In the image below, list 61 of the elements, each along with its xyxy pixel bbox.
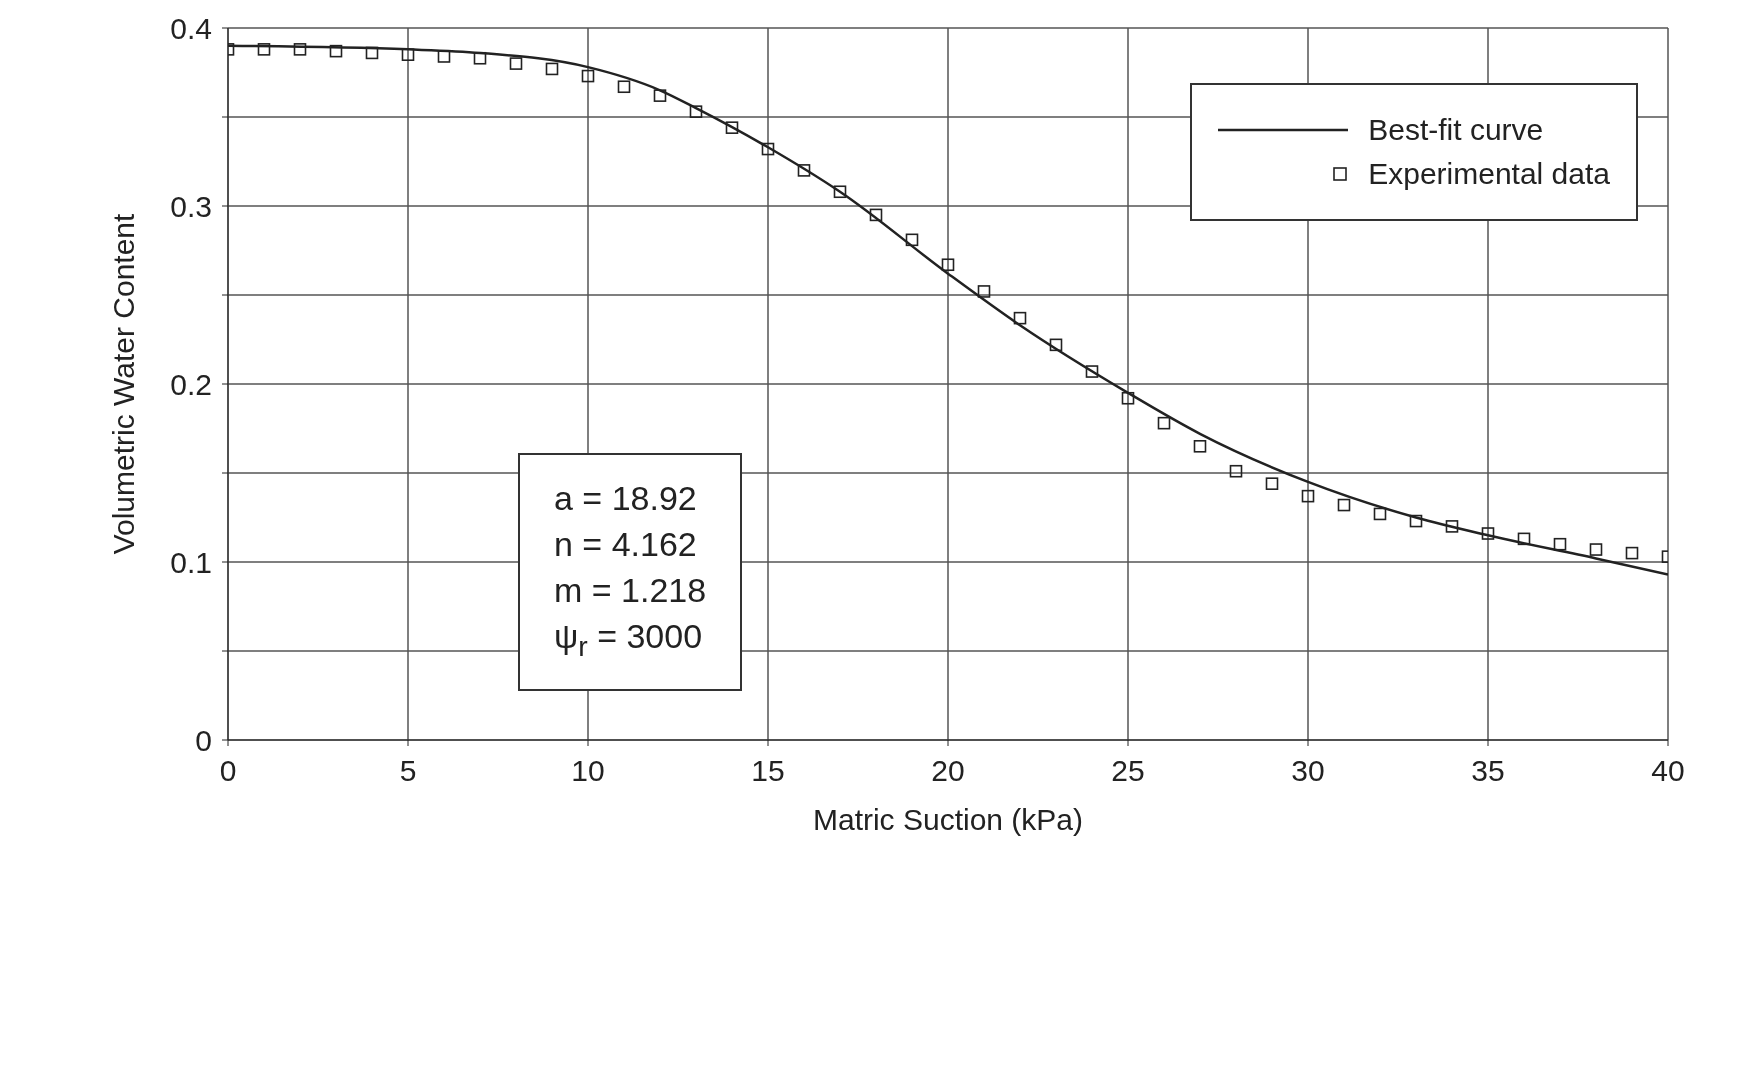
point (1229, 464, 1243, 478)
y-tick-label: 0 (195, 723, 212, 757)
annotation: m = 1.218 (554, 570, 707, 611)
point (365, 46, 379, 60)
point (977, 285, 991, 298)
point (1373, 507, 1387, 521)
x-tick-label: 25 (1111, 754, 1145, 788)
point (545, 62, 559, 76)
point (1121, 391, 1135, 405)
point (833, 185, 847, 199)
point (581, 69, 595, 83)
point (725, 121, 739, 134)
point (1337, 498, 1351, 512)
x-tick-label: 35 (1471, 754, 1505, 788)
legend-label: Experimental data (1368, 157, 1610, 191)
x-tick-label: 20 (931, 754, 965, 788)
y-tick-label: 0.2 (170, 367, 212, 401)
point (1553, 537, 1567, 551)
annotation: n = 4.162 (554, 524, 698, 565)
point (1157, 416, 1171, 430)
point (1445, 520, 1459, 533)
point (1409, 514, 1423, 528)
point (941, 258, 955, 272)
y-tick-label: 0.3 (170, 189, 212, 223)
point (1301, 489, 1315, 503)
point (689, 105, 703, 118)
y-axis-title: Volumetric Water Content (106, 212, 140, 555)
point (1193, 440, 1207, 453)
point (797, 164, 811, 177)
point (509, 57, 523, 70)
point (1013, 311, 1027, 325)
point (293, 43, 307, 56)
point (1481, 527, 1495, 540)
annotation: a = 18.92 (554, 478, 698, 519)
x-tick-label: 30 (1291, 754, 1325, 788)
point (617, 80, 631, 94)
point (437, 50, 451, 63)
point (473, 51, 487, 65)
point (869, 208, 883, 222)
point (905, 233, 919, 247)
point (401, 48, 415, 61)
point (653, 89, 667, 102)
point (761, 142, 775, 156)
legend-label: Best-fit curve (1368, 113, 1544, 147)
y-tick-label: 0.1 (170, 545, 212, 579)
x-tick-label: 40 (1651, 754, 1685, 788)
y-tick-label: 0.4 (170, 11, 212, 45)
x-tick-label: 10 (571, 754, 605, 788)
x-tick-label: 0 (219, 754, 237, 788)
x-tick-label: 5 (399, 754, 417, 788)
point (329, 44, 343, 58)
point (1517, 532, 1531, 546)
x-axis-title: Matric Suction (kPa) (812, 803, 1084, 836)
annotation: ψ$_{r}$ = 3000 (554, 616, 704, 664)
point (1589, 543, 1603, 556)
point (1625, 546, 1639, 560)
point (1085, 365, 1099, 378)
point (1265, 477, 1279, 490)
x-tick-label: 15 (751, 754, 785, 788)
point (1049, 338, 1063, 352)
point (257, 43, 271, 56)
